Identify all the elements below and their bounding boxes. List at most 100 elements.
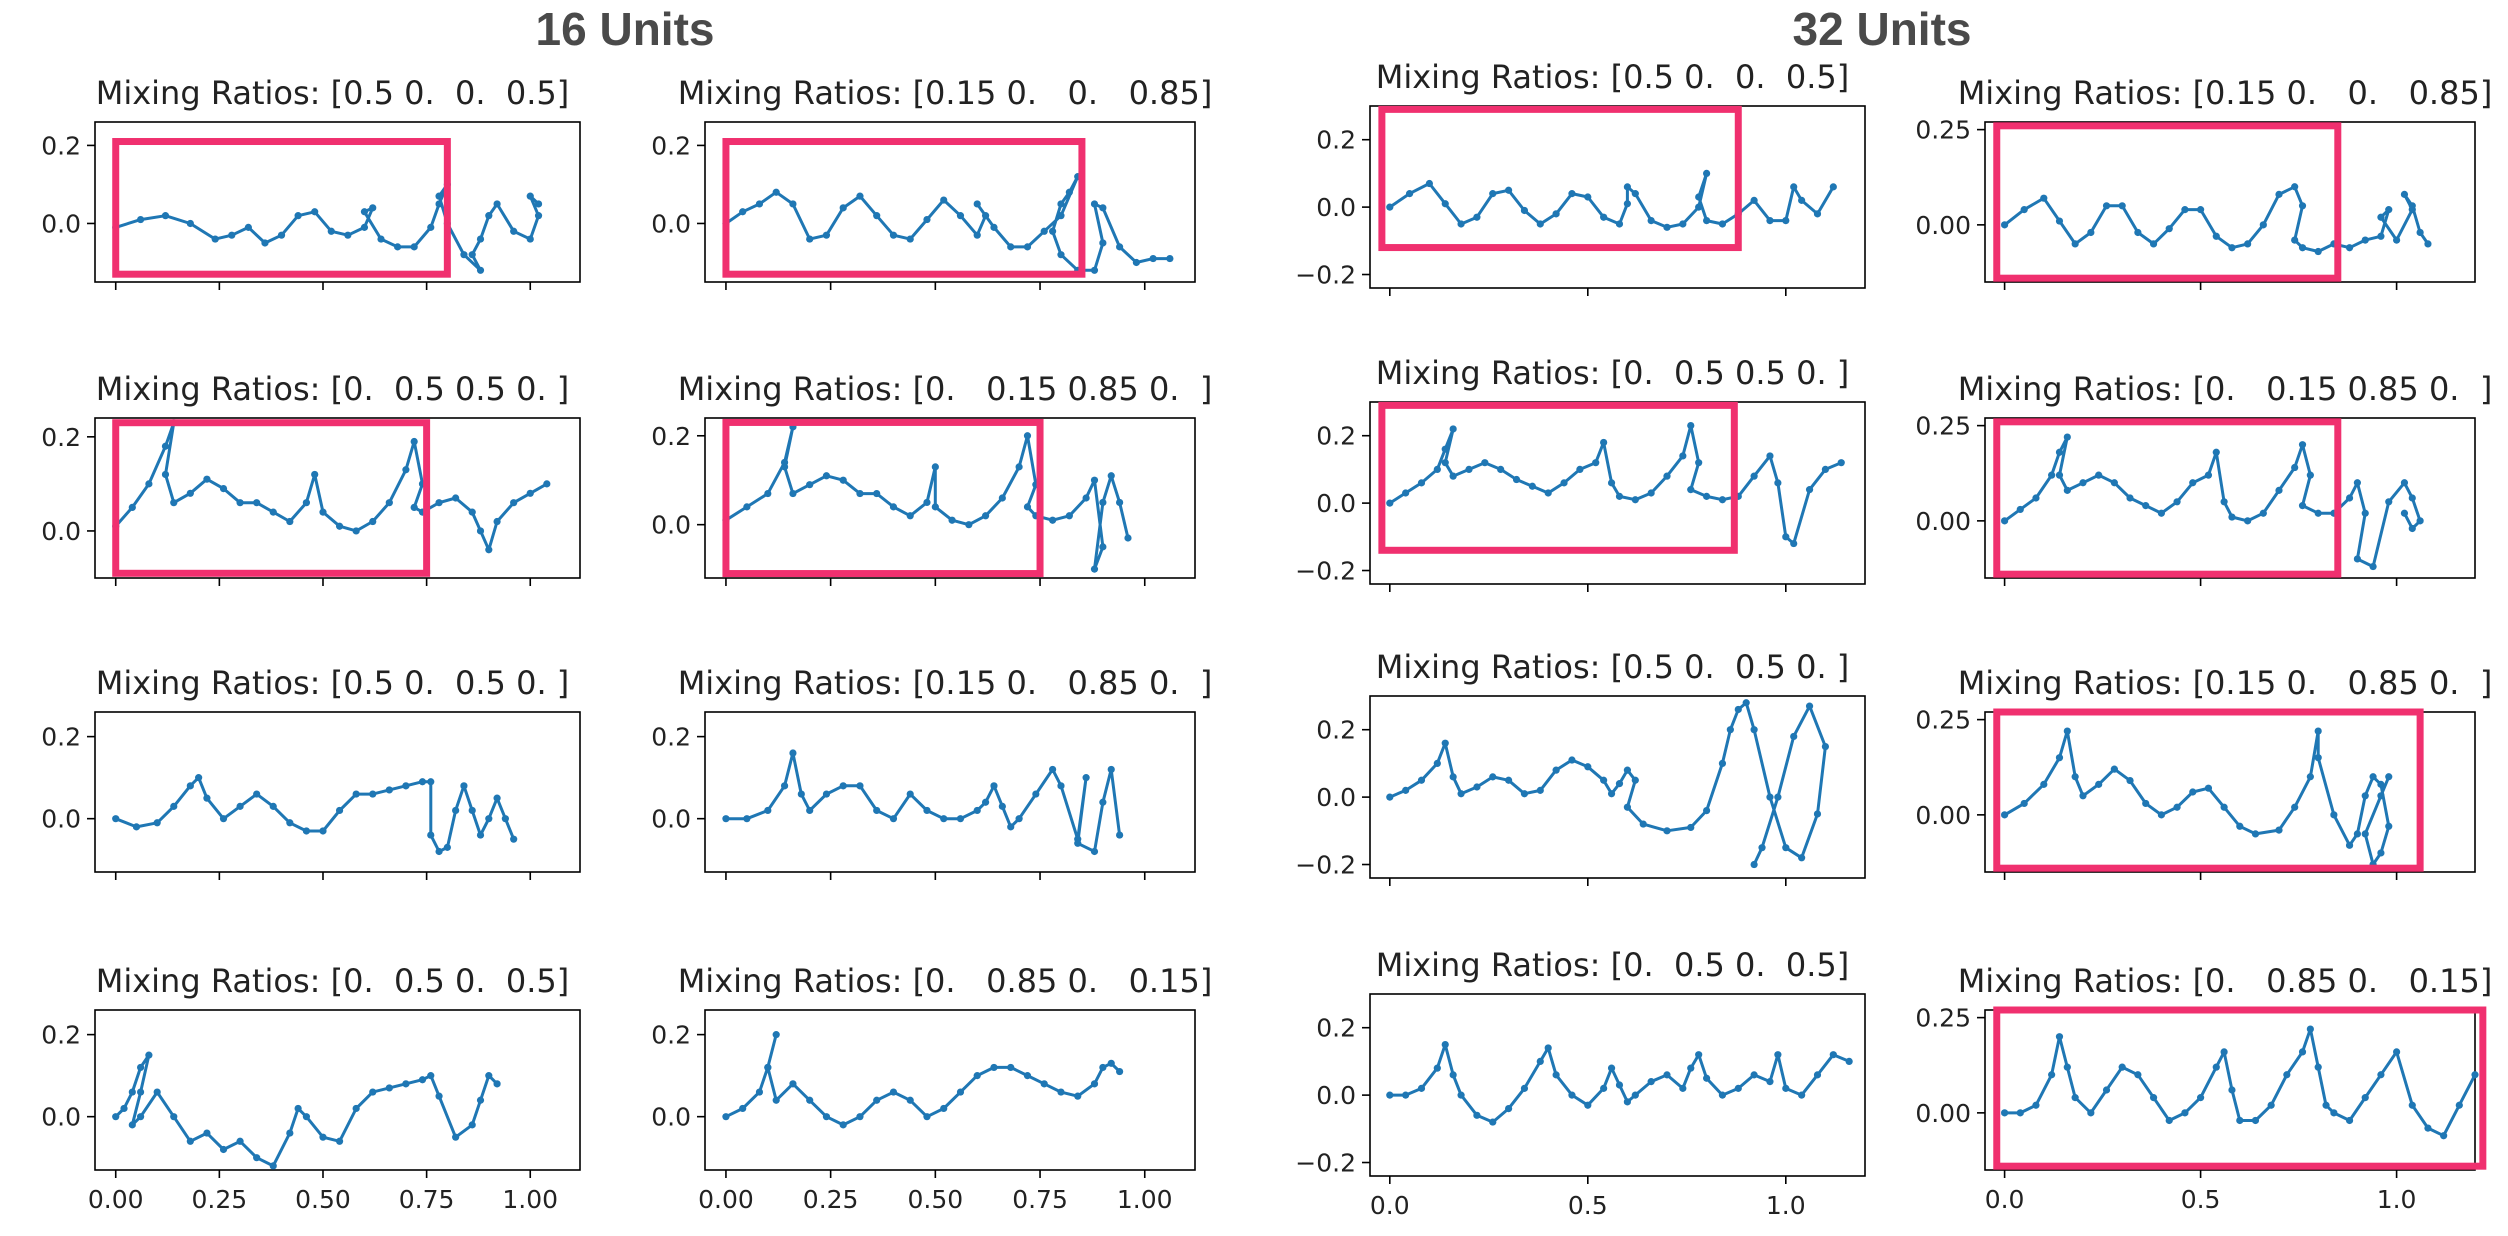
data-point [1718, 759, 1727, 768]
data-point [923, 806, 931, 815]
series-line [725, 1033, 1121, 1127]
data-point [269, 508, 277, 516]
data-point [2173, 803, 2181, 811]
data-point [1774, 479, 1782, 487]
data-point [940, 196, 948, 204]
highlight-box [722, 138, 1086, 278]
data-point [739, 208, 747, 216]
data-point [2048, 471, 2056, 479]
data-point [1663, 1071, 1671, 1079]
data-point [2385, 773, 2393, 781]
data-point [1592, 459, 1600, 467]
data-point [385, 786, 393, 794]
data-point [476, 235, 485, 243]
data-point [2055, 217, 2064, 225]
data-point [940, 1104, 948, 1113]
y-tick-label: 0.2 [1316, 1014, 1356, 1043]
data-point [435, 192, 443, 200]
y-tick-label: 0.0 [1316, 783, 1356, 812]
data-point [186, 219, 194, 228]
data-point [2228, 513, 2236, 521]
data-point [2142, 502, 2150, 510]
data-point [743, 503, 751, 511]
subplot-title: Mixing Ratios: [0.15 0. 0. 0.85] [1958, 74, 2493, 112]
data-point [2134, 228, 2142, 237]
data-point [839, 476, 847, 484]
x-tick-label: 0.00 [698, 1185, 754, 1214]
data-point [2298, 502, 2307, 510]
data-point [2071, 773, 2079, 781]
data-point [2306, 1025, 2314, 1033]
data-point [311, 470, 319, 479]
data-point [2377, 792, 2385, 800]
data-point [1615, 492, 1624, 500]
y-tick-label: 0.0 [651, 209, 691, 238]
data-point [128, 1121, 136, 1129]
data-point [2306, 773, 2314, 781]
data-point [2408, 524, 2416, 533]
data-point [2001, 221, 2009, 229]
axes-frame [704, 711, 1196, 873]
subplot-9: Mixing Ratios: [0.5 0. 0.5 0. ] 0.2 0.0 [41, 664, 581, 880]
data-point [1166, 254, 1174, 263]
data-point [269, 802, 277, 810]
data-point [1457, 790, 1465, 798]
data-point [772, 1031, 780, 1039]
data-point [1782, 216, 1790, 225]
data-point [369, 204, 377, 212]
data-point [1040, 1080, 1048, 1088]
data-point [1441, 739, 1449, 747]
data-point [1417, 479, 1426, 487]
data-point [1402, 786, 1410, 794]
data-point [369, 1088, 377, 1096]
y-tick-label: 0.2 [41, 131, 81, 160]
data-point [743, 815, 751, 823]
data-point [1065, 188, 1073, 196]
data-point [2275, 826, 2283, 834]
subplot-title: Mixing Ratios: [0.15 0. 0.85 0. ] [678, 664, 1213, 702]
subplot-5: Mixing Ratios: [0. 0.5 0.5 0. ] 0.2 0.0 [41, 370, 581, 586]
data-point [1449, 773, 1457, 781]
data-point [2236, 822, 2244, 830]
data-point [1441, 200, 1449, 208]
data-point [1107, 472, 1115, 480]
data-point [2361, 830, 2369, 838]
data-point [2314, 1063, 2322, 1071]
y-tick-label: 0.00 [1915, 211, 1971, 240]
data-point [1782, 1084, 1790, 1092]
data-point [2032, 494, 2040, 502]
data-point [1099, 798, 1107, 806]
data-point [294, 1104, 302, 1113]
data-point [1766, 216, 1774, 225]
data-point [1703, 492, 1711, 500]
data-point [1406, 190, 1414, 198]
data-point [1615, 1081, 1624, 1089]
data-point [2040, 194, 2048, 202]
data-point [211, 235, 219, 243]
data-point [1679, 1084, 1687, 1092]
data-point [319, 1133, 327, 1141]
series-line [2004, 1027, 2477, 1138]
data-point [402, 1080, 410, 1088]
y-tick-label: 0.0 [1316, 193, 1356, 222]
data-point [153, 819, 161, 827]
data-point [1441, 459, 1449, 467]
axes-frame [1369, 993, 1866, 1177]
y-tick-label: 0.0 [651, 805, 691, 834]
data-point [822, 231, 831, 239]
data-point [722, 815, 730, 823]
data-point [1790, 732, 1798, 741]
series-line [114, 1053, 499, 1168]
data-point [2385, 822, 2393, 830]
data-point [302, 1113, 311, 1121]
data-point [1782, 533, 1790, 541]
data-point [1805, 486, 1814, 494]
data-point [2298, 1048, 2307, 1056]
data-point [906, 790, 914, 798]
data-point [2181, 1109, 2189, 1117]
data-point [2400, 479, 2409, 487]
data-point [468, 806, 476, 815]
x-tick-label: 0.75 [399, 1185, 455, 1214]
data-point [1695, 203, 1703, 211]
data-point [1099, 498, 1107, 507]
